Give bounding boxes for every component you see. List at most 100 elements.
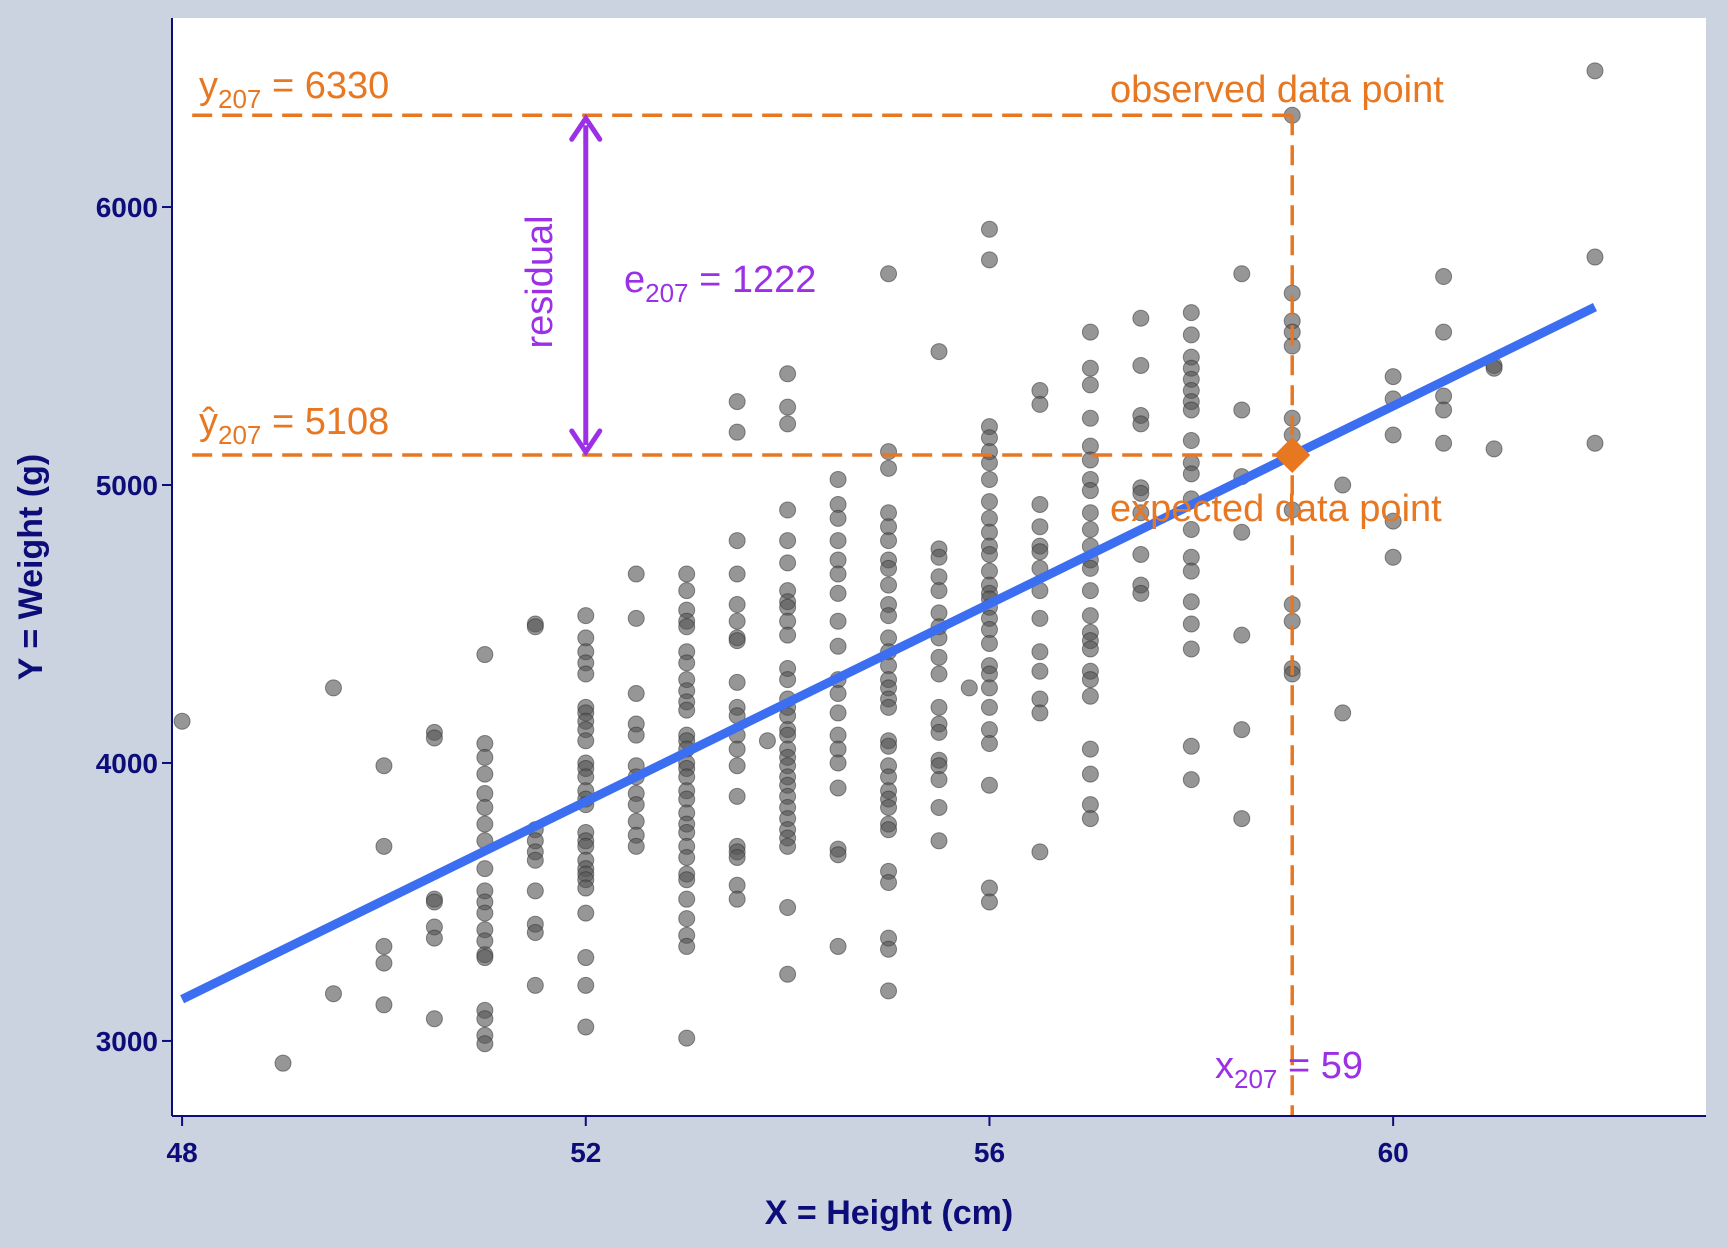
data-point [930, 832, 948, 850]
data-point [980, 893, 998, 911]
data-point [779, 365, 797, 383]
data-point [1081, 671, 1099, 689]
expected-y-label-value: = 5108 [261, 401, 389, 443]
data-point [880, 576, 898, 594]
data-point [1031, 518, 1049, 536]
data-point [930, 798, 948, 816]
x-tick-label: 52 [570, 1137, 601, 1168]
data-point [880, 940, 898, 958]
data-point [1081, 810, 1099, 828]
data-point [1435, 434, 1453, 452]
expected-y-label-subscript: 207 [218, 420, 261, 450]
data-point [1182, 737, 1200, 755]
residual-label: residual [519, 215, 561, 348]
y-axis-title: Y = Weight (g) [12, 454, 50, 680]
data-point [1435, 323, 1453, 341]
data-point [425, 929, 443, 947]
data-point [930, 698, 948, 716]
data-point [577, 732, 595, 750]
data-point [1182, 465, 1200, 483]
data-point [1031, 643, 1049, 661]
data-point [678, 890, 696, 908]
data-point [1031, 395, 1049, 413]
data-point [425, 1010, 443, 1028]
data-point [829, 846, 847, 864]
data-point [980, 679, 998, 697]
data-point [1081, 359, 1099, 377]
data-point [526, 924, 544, 942]
data-point [476, 815, 494, 833]
data-point [1384, 368, 1402, 386]
observed-x-label-subscript: 207 [1234, 1064, 1277, 1094]
data-point [880, 874, 898, 892]
data-point [980, 251, 998, 269]
data-point [375, 954, 393, 972]
expected-point-marker [1274, 436, 1311, 473]
expected-point-label: expected data point [1110, 488, 1442, 530]
data-point [1031, 662, 1049, 680]
data-point [1031, 704, 1049, 722]
observed-point-label: observed data point [1110, 69, 1444, 111]
data-point [779, 398, 797, 416]
data-point [577, 976, 595, 994]
data-point [980, 634, 998, 652]
data-point [375, 757, 393, 775]
data-point [627, 796, 645, 814]
data-point [1182, 326, 1200, 344]
data-point [1334, 704, 1352, 722]
x-axis-title: X = Height (cm) [765, 1194, 1013, 1232]
data-point [476, 1010, 494, 1028]
data-point [980, 545, 998, 563]
data-point [1081, 740, 1099, 758]
data-point [1132, 356, 1150, 374]
data-point [980, 470, 998, 488]
data-point [476, 949, 494, 967]
data-point [880, 737, 898, 755]
data-point [829, 937, 847, 955]
residual-value-label-value: = 1222 [689, 259, 817, 301]
data-point [678, 937, 696, 955]
data-point [1081, 376, 1099, 394]
data-point [930, 648, 948, 666]
data-point [728, 673, 746, 691]
data-point [375, 996, 393, 1014]
axes: 48 52 56 60 3000 4000 5000 6000 X = Height (cm) Y… [12, 18, 1706, 1232]
data-point [1081, 582, 1099, 600]
observed-x-label-symbol: x [1215, 1045, 1234, 1087]
data-point [880, 459, 898, 477]
data-point [728, 423, 746, 441]
data-point [1031, 609, 1049, 627]
data-point [1081, 504, 1099, 522]
data-point [1132, 484, 1150, 502]
data-point [779, 554, 797, 572]
data-point [476, 765, 494, 783]
data-point [829, 532, 847, 550]
data-point [627, 565, 645, 583]
data-point [1182, 771, 1200, 789]
data-point [324, 679, 342, 697]
data-point [728, 596, 746, 614]
data-point [779, 671, 797, 689]
data-point [728, 787, 746, 805]
data-point [425, 893, 443, 911]
residual-arrow-head-bottom [569, 428, 603, 457]
data-point [728, 848, 746, 866]
data-point [980, 220, 998, 238]
data-point [779, 837, 797, 855]
data-point [980, 698, 998, 716]
data-point [678, 618, 696, 636]
data-point [829, 565, 847, 583]
data-point [1081, 409, 1099, 427]
data-point [678, 848, 696, 866]
data-point [1182, 562, 1200, 580]
data-point [1081, 520, 1099, 538]
data-point [1182, 401, 1200, 419]
data-point [1031, 843, 1049, 861]
data-point [526, 618, 544, 636]
data-point [678, 582, 696, 600]
data-point [829, 584, 847, 602]
y-tick-label: 4000 [96, 748, 158, 779]
data-point [627, 726, 645, 744]
data-point [880, 982, 898, 1000]
data-point [1081, 640, 1099, 658]
